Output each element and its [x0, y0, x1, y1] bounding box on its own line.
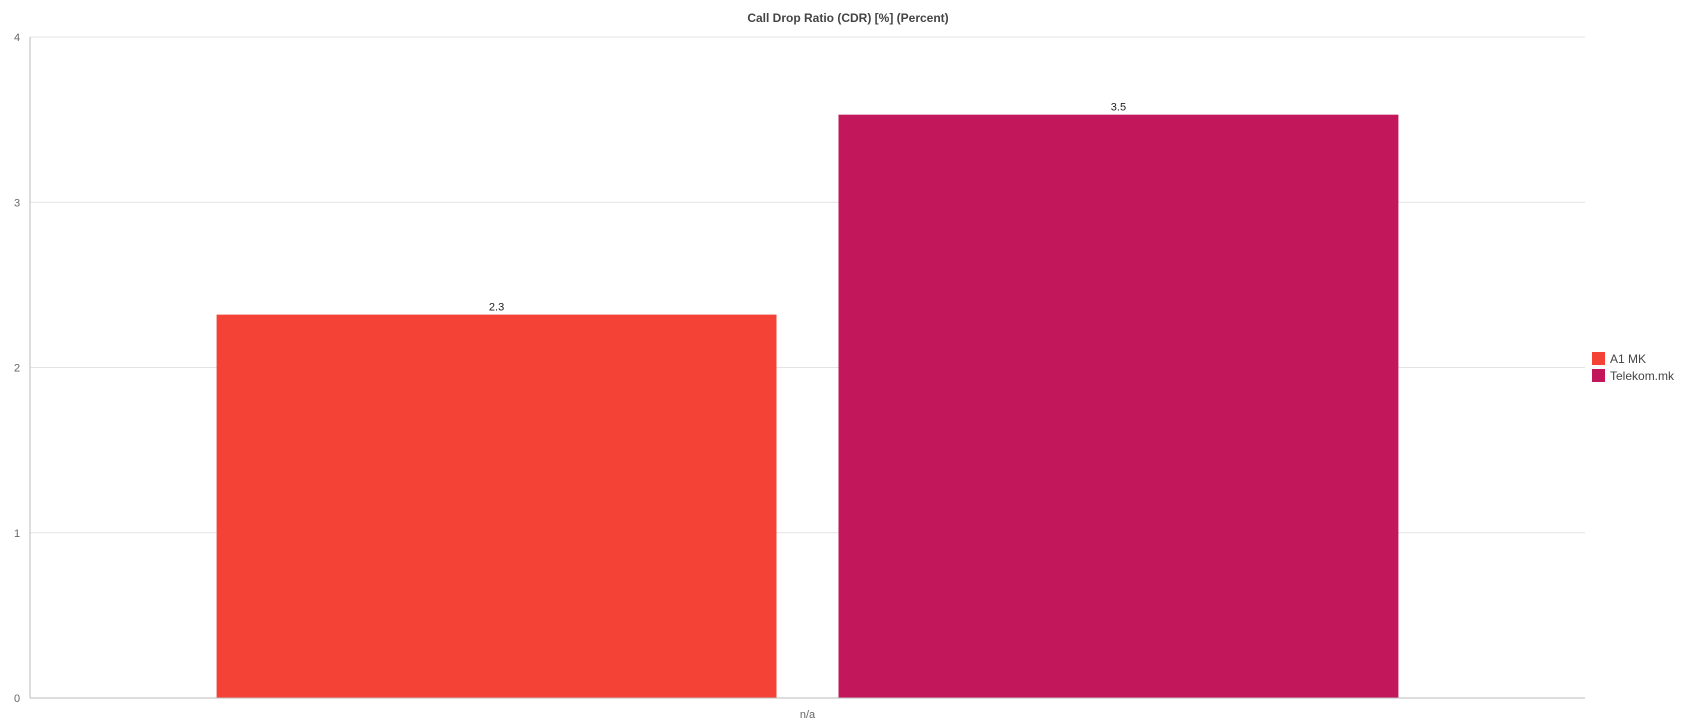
data-label: 3.5: [1111, 102, 1126, 114]
y-tick-label: 1: [14, 528, 20, 540]
data-labels: 2.3 3.5: [489, 102, 1126, 314]
chart-title: Call Drop Ratio (CDR) [%] (Percent): [747, 11, 948, 25]
legend: A1 MK Telekom.mk: [1592, 352, 1675, 383]
legend-swatch: [1592, 369, 1605, 382]
bar-a1-mk: [216, 314, 777, 698]
data-label: 2.3: [489, 302, 504, 314]
legend-label: A1 MK: [1610, 352, 1646, 366]
bar-telekom-mk: [838, 114, 1399, 699]
x-tick-label: n/a: [800, 709, 816, 721]
x-axis-ticks: n/a: [800, 709, 816, 721]
legend-label: Telekom.mk: [1610, 369, 1675, 383]
y-tick-label: 2: [14, 363, 20, 375]
y-tick-label: 0: [14, 693, 20, 705]
y-tick-label: 4: [14, 32, 20, 44]
y-tick-label: 3: [14, 197, 20, 209]
legend-swatch: [1592, 352, 1605, 365]
y-axis-ticks: 0 1 2 3 4: [14, 32, 20, 705]
bars: [216, 114, 1399, 699]
